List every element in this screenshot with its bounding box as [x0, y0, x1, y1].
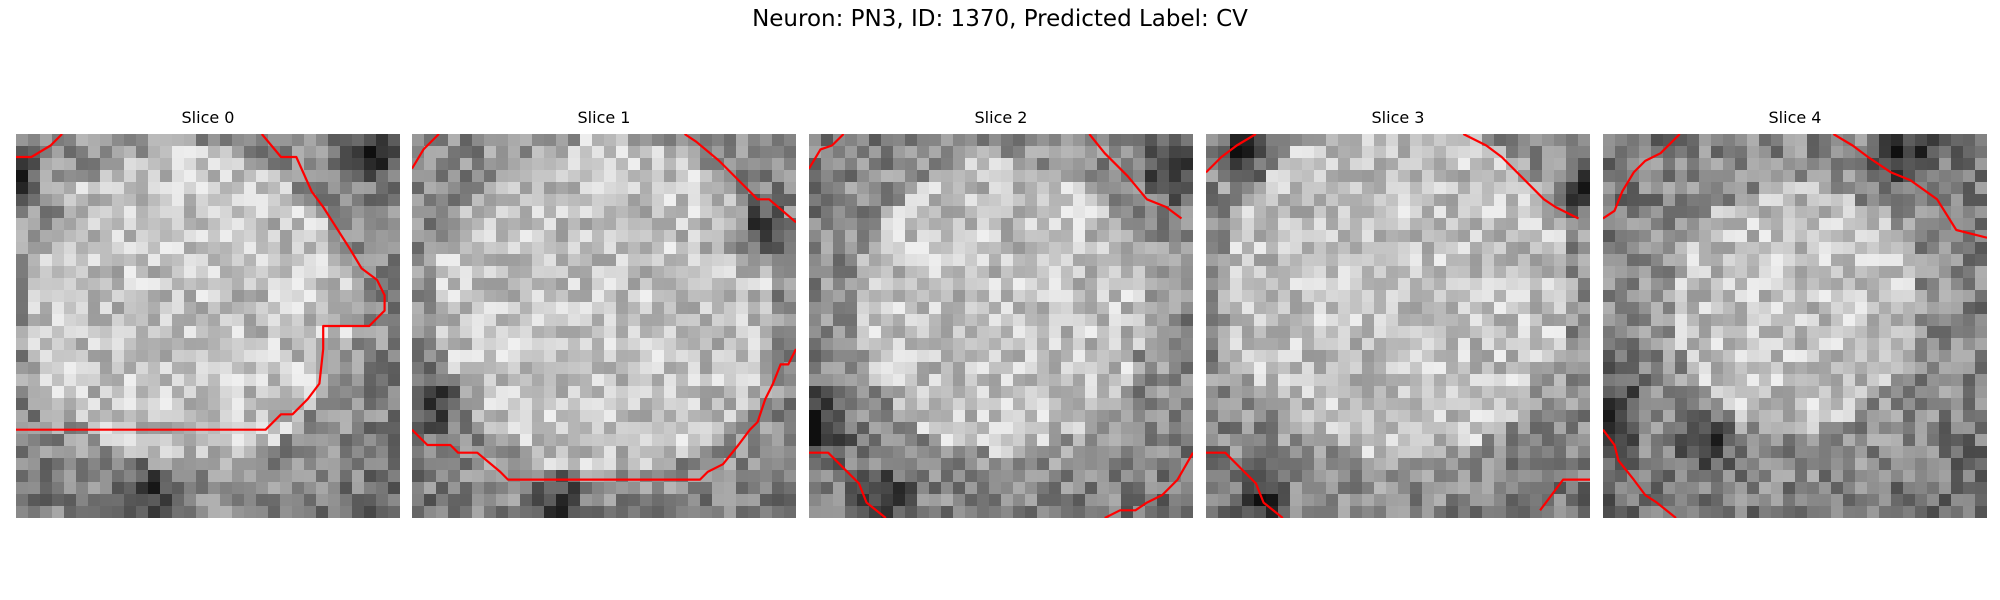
slice-pixel-grid: [809, 134, 1193, 518]
slice-panel-1: Slice 1: [412, 108, 796, 528]
slice-pixel-grid: [1206, 134, 1590, 518]
slice-image: [412, 134, 796, 518]
figure-title: Neuron: PN3, ID: 1370, Predicted Label: …: [0, 6, 2000, 32]
slice-panel-0: Slice 0: [16, 108, 400, 528]
slice-title: Slice 3: [1206, 108, 1590, 127]
slice-panel-3: Slice 3: [1206, 108, 1590, 528]
slice-title: Slice 1: [412, 108, 796, 127]
slice-pixel-grid: [412, 134, 796, 518]
slice-title: Slice 2: [809, 108, 1193, 127]
slice-image: [1603, 134, 1987, 518]
slice-title: Slice 4: [1603, 108, 1987, 127]
slice-panel-4: Slice 4: [1603, 108, 1987, 528]
slice-image: [16, 134, 400, 518]
slice-image: [809, 134, 1193, 518]
slice-pixel-grid: [1603, 134, 1987, 518]
slice-title: Slice 0: [16, 108, 400, 127]
slice-panel-2: Slice 2: [809, 108, 1193, 528]
slice-image: [1206, 134, 1590, 518]
